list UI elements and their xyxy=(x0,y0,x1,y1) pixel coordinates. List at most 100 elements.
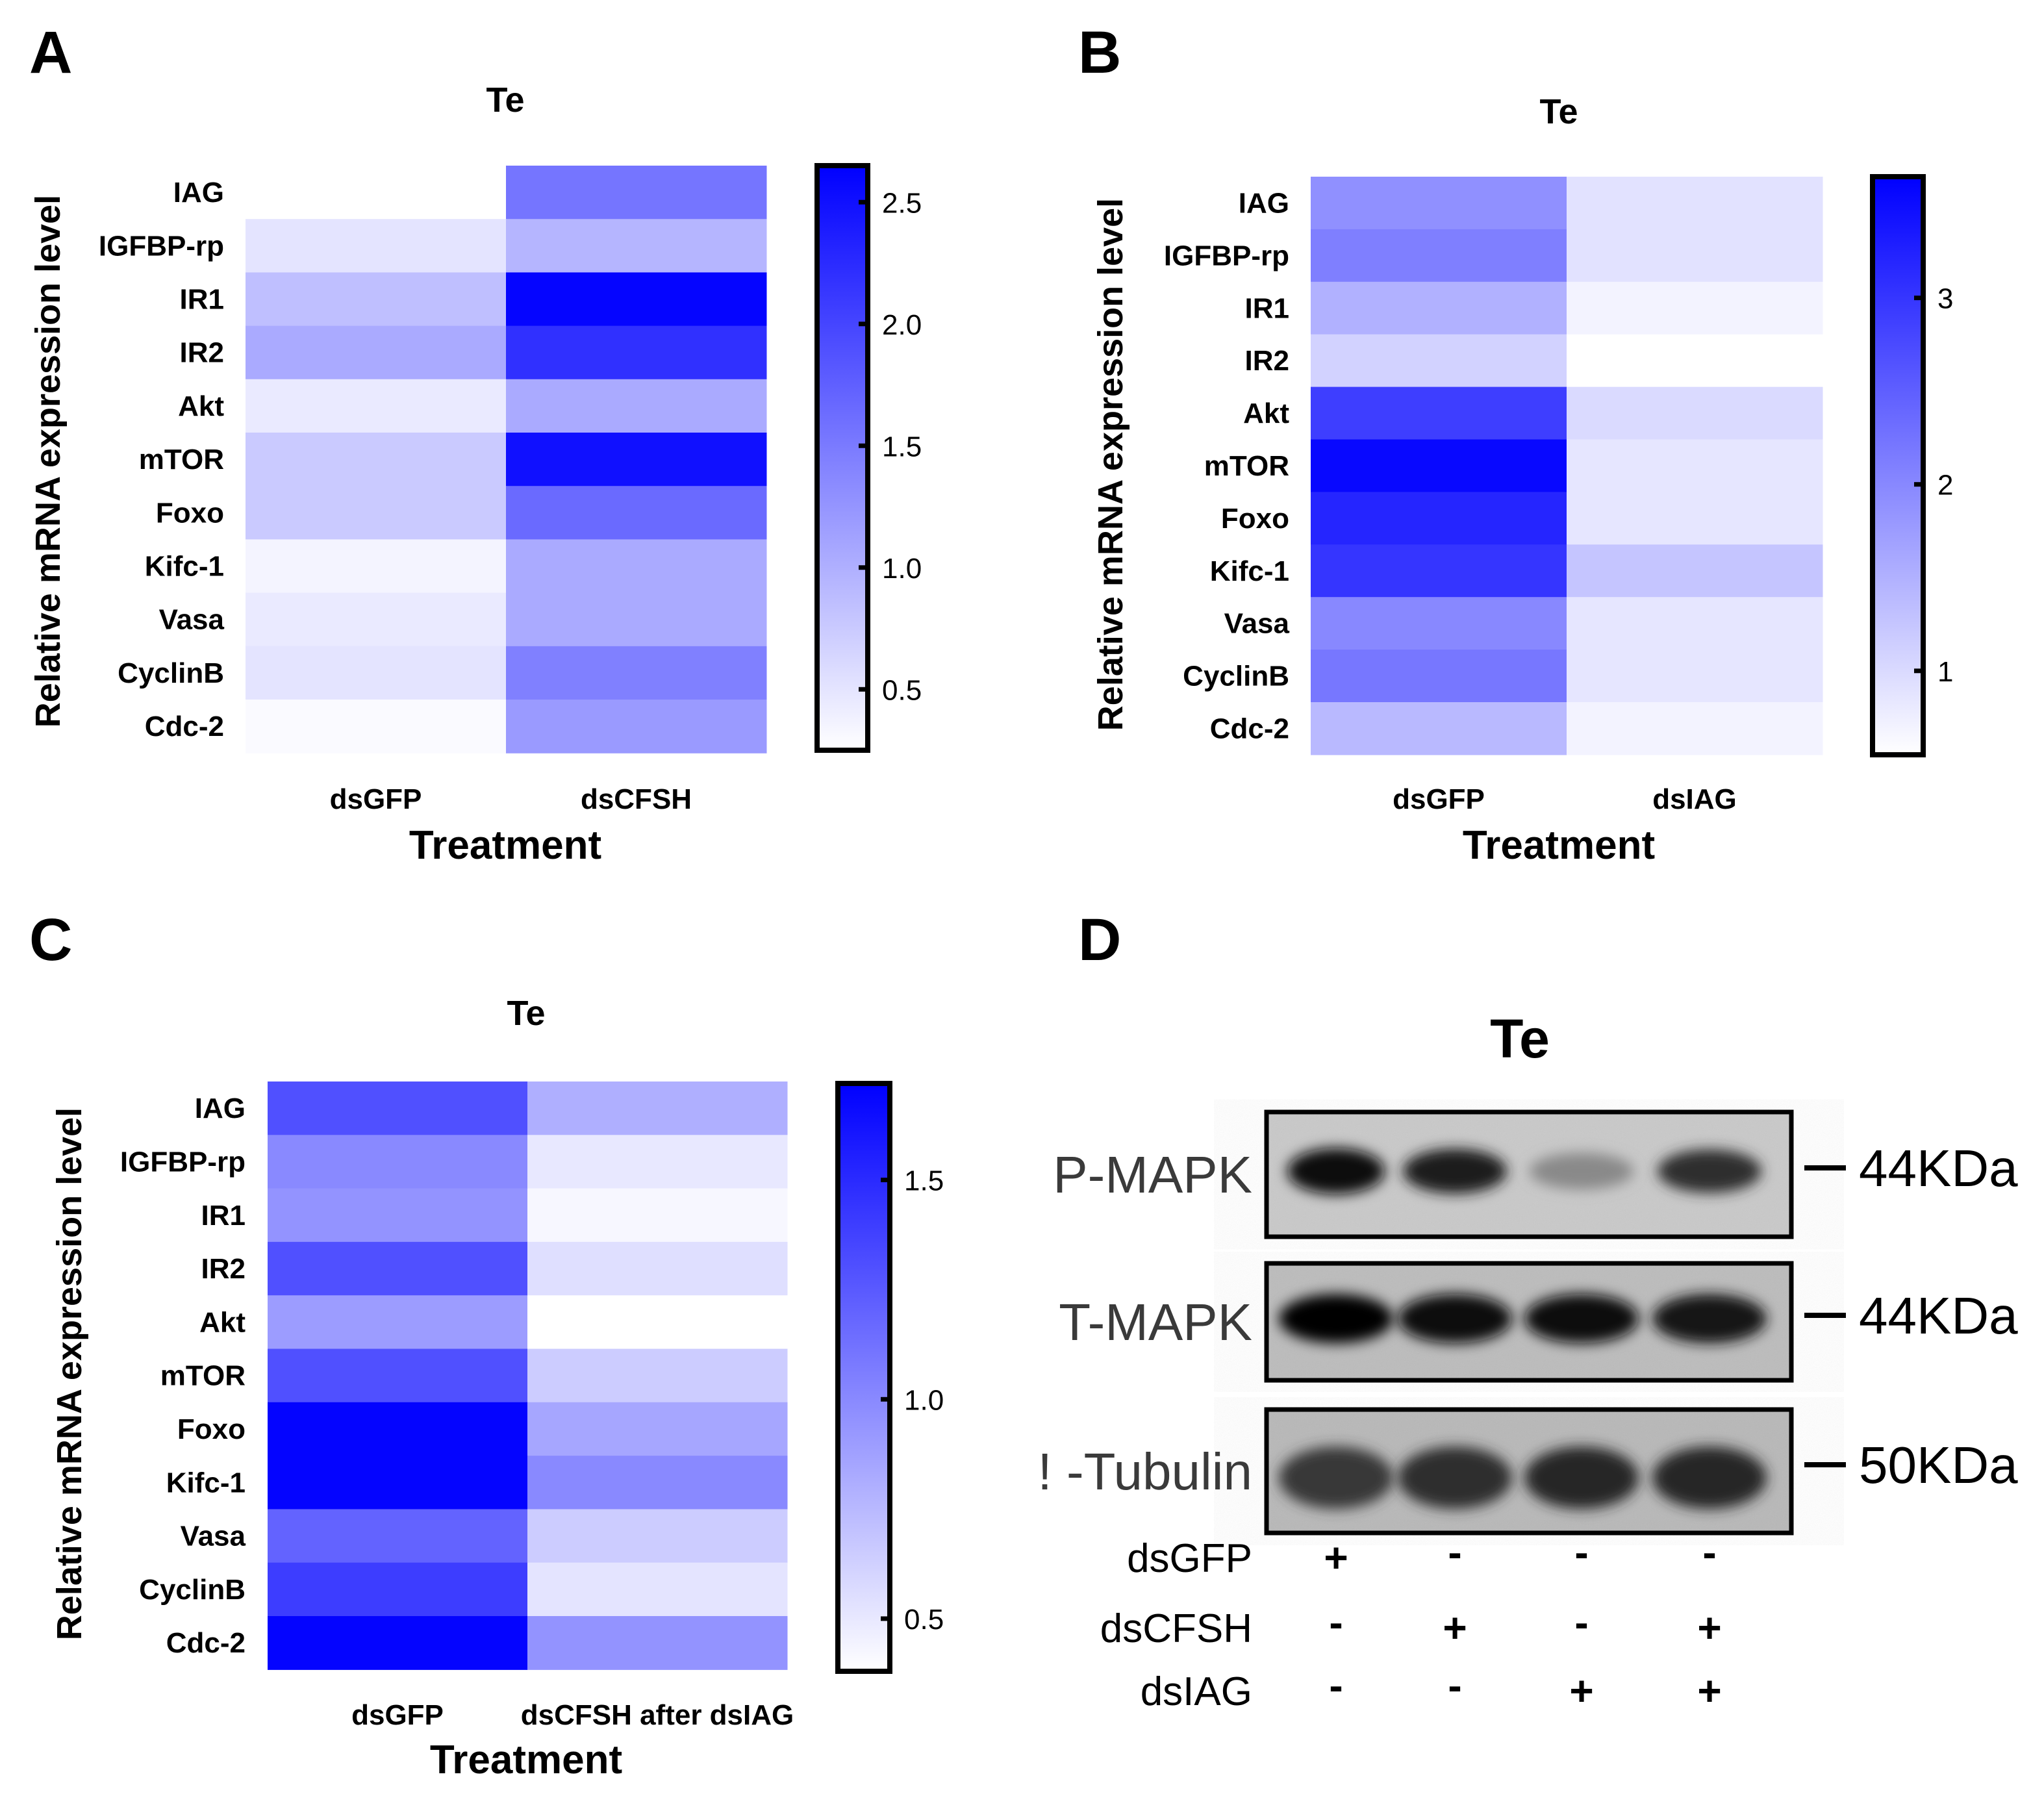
heatmap-cell xyxy=(1311,544,1567,598)
heatmap-cell xyxy=(268,1188,528,1243)
treatment-label: dsCFSH xyxy=(1100,1606,1252,1651)
gene-label: mTOR xyxy=(160,1360,246,1392)
panel-c-x-title: Treatment xyxy=(430,1738,622,1782)
heatmap-cell xyxy=(527,1188,788,1243)
heatmap-panel-c: Te Treatment Relative mRNA expression le… xyxy=(50,994,944,1782)
category-label: dsCFSH xyxy=(581,783,692,815)
heatmap-cell xyxy=(506,272,767,327)
panel-letter-b: B xyxy=(1078,19,1121,86)
panel-a-y-title: Relative mRNA expression level xyxy=(29,195,68,727)
panel-a-title: Te xyxy=(486,81,524,120)
heatmap-cell xyxy=(506,219,767,273)
heatmap-cell xyxy=(1567,177,1823,230)
heatmap-cell xyxy=(268,1135,528,1189)
colorbar-tick-label: 2 xyxy=(1937,470,1953,501)
colorbar-tick-label: 1.5 xyxy=(904,1165,944,1197)
blot-protein-label: P-MAPK xyxy=(1053,1146,1252,1204)
treatment-sign: - xyxy=(1448,1529,1461,1576)
blot-protein-label: ! -Tubulin xyxy=(1037,1443,1252,1500)
heatmap-cell xyxy=(1311,439,1567,492)
heatmap-cell xyxy=(268,1241,528,1296)
heatmap-cell xyxy=(506,379,767,433)
heatmap-cell xyxy=(527,1562,788,1617)
heatmap-cell xyxy=(246,486,507,540)
protein-band xyxy=(1403,1148,1507,1194)
heatmap-cell xyxy=(268,1295,528,1350)
gene-label: Foxo xyxy=(177,1413,246,1445)
gene-label: Vasa xyxy=(159,604,225,636)
panel-b-x-title: Treatment xyxy=(1463,823,1655,868)
heatmap-cell xyxy=(506,646,767,700)
heatmap-cell xyxy=(246,379,507,433)
colorbar-tick-label: 0.5 xyxy=(904,1604,944,1636)
protein-band xyxy=(1279,1447,1393,1509)
heatmap-cell xyxy=(527,1456,788,1510)
treatment-label: dsGFP xyxy=(1127,1536,1252,1581)
heatmap-cell xyxy=(506,433,767,487)
heatmap-cell xyxy=(506,325,767,380)
heatmap-cell xyxy=(1311,386,1567,440)
treatment-sign: + xyxy=(1569,1667,1593,1714)
gene-label: Cdc-2 xyxy=(166,1627,246,1659)
colorbar-tick-label: 1.5 xyxy=(882,431,922,462)
gene-label: IAG xyxy=(173,177,224,209)
heatmap-cell xyxy=(1567,334,1823,388)
heatmap-cell xyxy=(527,1402,788,1456)
heatmap-panel-a: Te Treatment Relative mRNA expression le… xyxy=(29,81,922,868)
colorbar xyxy=(814,163,870,753)
colorbar-tick-label: 2.5 xyxy=(882,187,922,219)
treatment-sign: - xyxy=(1329,1599,1343,1646)
heatmap-cell xyxy=(527,1348,788,1403)
heatmap-cell xyxy=(246,592,507,647)
heatmap-cell xyxy=(268,1562,528,1617)
heatmap-cell xyxy=(246,219,507,273)
protein-band xyxy=(1652,1294,1767,1343)
heatmap-cell xyxy=(506,486,767,540)
panel-b-title: Te xyxy=(1539,92,1578,131)
heatmap-cell xyxy=(1567,544,1823,598)
heatmap-cell xyxy=(246,433,507,487)
heatmap-cell xyxy=(246,539,507,594)
heatmap-cell xyxy=(1567,386,1823,440)
gene-label: Kifc-1 xyxy=(1210,555,1289,587)
heatmap-cell xyxy=(527,1295,788,1350)
treatment-sign: - xyxy=(1574,1599,1588,1646)
panel-c-title: Te xyxy=(507,994,545,1033)
heatmap-cell xyxy=(268,1616,528,1670)
gene-label: Vasa xyxy=(181,1521,246,1552)
heatmap-cell xyxy=(1311,229,1567,283)
protein-band xyxy=(1398,1294,1512,1343)
gene-label: IR1 xyxy=(201,1200,246,1232)
heatmap-cell xyxy=(506,592,767,647)
heatmap-cell xyxy=(268,1509,528,1563)
gene-label: IAG xyxy=(1239,187,1289,219)
panel-d-title: Te xyxy=(1490,1008,1550,1069)
heatmap-cell xyxy=(246,272,507,327)
gene-label: Cdc-2 xyxy=(1210,713,1289,745)
colorbar-tick-label: 1.0 xyxy=(904,1384,944,1416)
protein-band xyxy=(1524,1294,1639,1343)
gene-label: IR2 xyxy=(180,337,224,369)
gene-label: CyclinB xyxy=(139,1574,246,1606)
protein-band xyxy=(1279,1294,1393,1343)
heatmap-cell xyxy=(268,1456,528,1510)
category-label: dsGFP xyxy=(330,783,422,815)
heatmap-cell xyxy=(246,700,507,753)
treatment-sign: + xyxy=(1697,1604,1721,1651)
gene-label: IGFBP-rp xyxy=(99,230,224,262)
gene-label: mTOR xyxy=(1204,450,1289,482)
blot-size-label: 50KDa xyxy=(1859,1436,2018,1494)
panel-letter-d: D xyxy=(1078,907,1121,973)
category-label: dsGFP xyxy=(1393,783,1485,815)
heatmap-cell xyxy=(246,646,507,700)
heatmap-cell xyxy=(268,1348,528,1403)
heatmap-cell xyxy=(246,325,507,380)
category-label: dsGFP xyxy=(351,1699,444,1731)
gene-label: IGFBP-rp xyxy=(1164,240,1289,272)
heatmap-cell xyxy=(506,539,767,594)
panel-letter-c: C xyxy=(29,907,72,973)
panel-c-y-title: Relative mRNA expression level xyxy=(50,1107,89,1640)
heatmap-cell xyxy=(1567,650,1823,703)
heatmap-cell xyxy=(1311,281,1567,335)
heatmap-cell xyxy=(1567,281,1823,335)
